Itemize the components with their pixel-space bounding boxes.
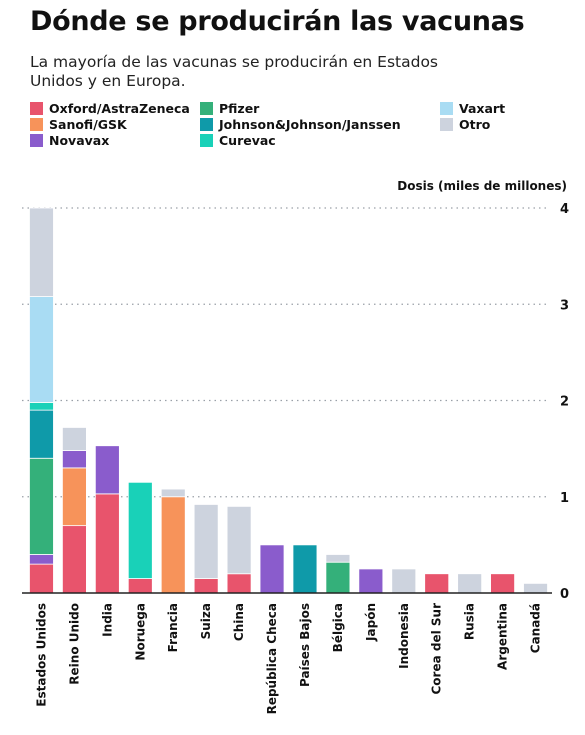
bar-segment	[29, 296, 54, 403]
bar-segment	[292, 544, 318, 594]
x-tick-label: Estados Unidos	[34, 603, 48, 707]
bar-segment	[29, 207, 54, 297]
x-tick-label: Países Bajos	[298, 603, 312, 687]
bar-segment	[424, 573, 450, 594]
bar-segment	[160, 496, 186, 594]
bar-segment	[391, 568, 417, 594]
legend-label: Otro	[459, 117, 491, 132]
bar-segment	[523, 582, 548, 594]
legend-swatch	[30, 134, 43, 147]
bar-segment	[160, 488, 186, 498]
bar-segment	[62, 467, 87, 527]
x-tick-label: Argentina	[496, 603, 510, 670]
bar-segment	[29, 457, 54, 555]
x-tick-label: Noruega	[133, 603, 147, 661]
x-tick-label: Indonesia	[397, 603, 411, 669]
legend-swatch	[440, 118, 453, 131]
bar-segment	[127, 578, 153, 594]
x-tick-label: India	[100, 603, 114, 637]
x-tick-label: Bélgica	[331, 603, 345, 652]
bar-segment	[358, 568, 384, 594]
legend-swatch	[440, 102, 453, 115]
x-tick-label: Reino Unido	[67, 603, 81, 685]
legend-item: Vaxart	[440, 101, 505, 116]
bar-segment	[62, 525, 87, 594]
y-tick-label: 0	[560, 587, 569, 602]
legend-label: Novavax	[49, 133, 110, 148]
bar-segment	[62, 450, 87, 469]
bar-segment	[193, 504, 219, 579]
legend-label: Pfizer	[219, 101, 260, 116]
legend-label: Johnson&Johnson/Janssen	[219, 117, 401, 132]
chart-legend: Oxford/AstraZeneca Sanofi/GSK Novavax Pfize…	[30, 101, 570, 153]
x-tick-label: Francia	[166, 603, 180, 652]
bar-segment	[29, 563, 54, 594]
legend-item: Pfizer	[200, 101, 259, 116]
legend-item: Sanofi/GSK	[30, 117, 127, 132]
legend-swatch	[200, 134, 213, 147]
legend-label: Oxford/AstraZeneca	[49, 101, 190, 116]
x-tick-label: República Checa	[265, 603, 279, 714]
legend-item: Otro	[440, 117, 490, 132]
bar-segment	[29, 402, 54, 411]
y-tick-label: 1	[560, 491, 569, 506]
y-tick-label: 3	[560, 298, 569, 313]
legend-item: Novavax	[30, 133, 109, 148]
legend-item: Johnson&Johnson/Janssen	[200, 117, 401, 132]
x-tick-label: China	[232, 603, 246, 641]
chart-title: Dónde se producirán las vacunas	[30, 6, 525, 37]
legend-label: Vaxart	[459, 101, 506, 116]
bar-segment	[94, 445, 120, 495]
legend-swatch	[200, 118, 213, 131]
bar-segment	[94, 493, 120, 594]
legend-label: Curevac	[219, 133, 276, 148]
bar-segment	[226, 505, 252, 575]
y-tick-label: 2	[560, 395, 569, 410]
x-tick-label: Rusia	[463, 603, 477, 640]
bar-segment	[490, 573, 515, 594]
bar-segment	[127, 481, 153, 579]
bar-segment	[29, 409, 54, 459]
bar-segment	[226, 573, 252, 594]
x-tick-label: Canadá	[529, 603, 543, 653]
x-tick-label: Japón	[364, 603, 378, 642]
bar-segment	[259, 544, 285, 594]
legend-swatch	[30, 102, 43, 115]
legend-swatch	[30, 118, 43, 131]
chart-subtitle: La mayoría de las vacunas se producirán …	[30, 53, 439, 90]
y-axis-label: Dosis (miles de millones)	[397, 179, 567, 193]
bar-segment	[325, 554, 351, 563]
bar-segment	[457, 573, 483, 594]
y-tick-label: 4	[560, 202, 569, 217]
legend-swatch	[200, 102, 213, 115]
x-tick-label: Suiza	[199, 603, 213, 639]
bar-segment	[193, 578, 219, 594]
bar-segment	[62, 427, 87, 451]
legend-item: Curevac	[200, 133, 276, 148]
legend-label: Sanofi/GSK	[49, 117, 127, 132]
bar-segment	[325, 561, 351, 594]
legend-item: Oxford/AstraZeneca	[30, 101, 190, 116]
bar-segment	[29, 554, 54, 565]
x-tick-label: Corea del Sur	[430, 603, 444, 695]
